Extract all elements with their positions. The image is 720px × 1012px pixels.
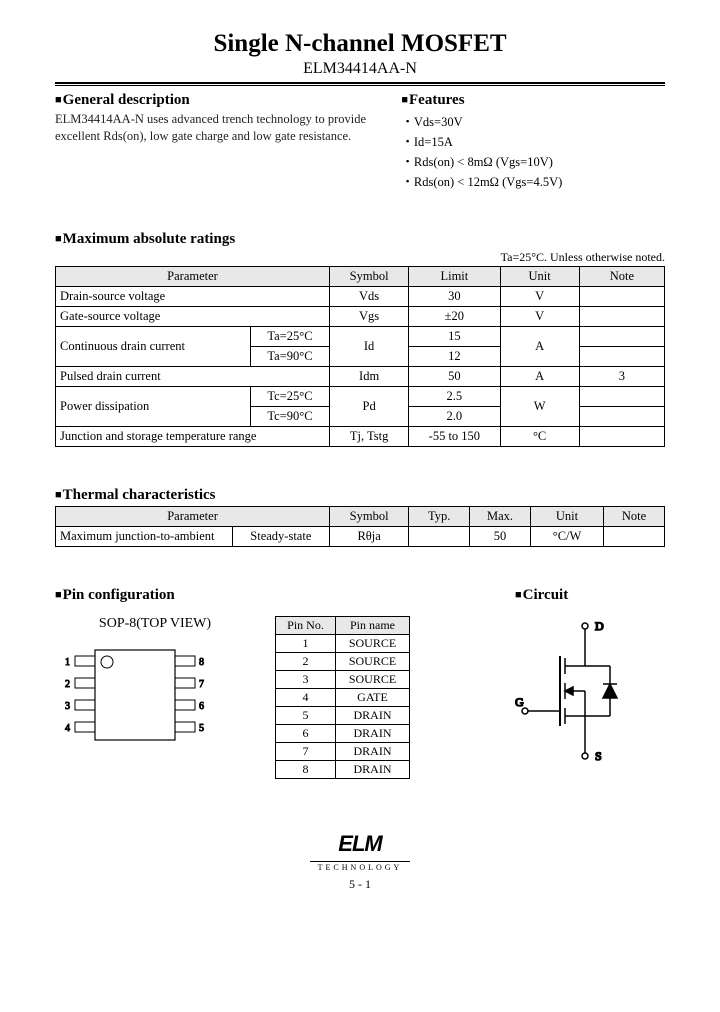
svg-text:1: 1	[65, 657, 70, 668]
intro-columns: General description ELM34414AA-N uses ad…	[55, 92, 665, 191]
general-text: ELM34414AA-N uses advanced trench techno…	[55, 111, 371, 145]
svg-text:6: 6	[199, 701, 204, 712]
table-row: 4GATE	[276, 689, 410, 707]
col-unit: Unit	[500, 267, 579, 287]
max-ratings-note: Ta=25°C. Unless otherwise noted.	[55, 250, 665, 265]
feature-item: Rds(on) < 8mΩ (Vgs=10V)	[401, 151, 665, 170]
table-row: 1SOURCE	[276, 635, 410, 653]
general-heading: General description	[55, 92, 371, 109]
pin-circuit-section: Pin configuration SOP-8(TOP VIEW) 1 2 3	[55, 587, 665, 781]
thermal-section: Thermal characteristics Parameter Symbol…	[55, 487, 665, 547]
thermal-heading: Thermal characteristics	[55, 487, 665, 504]
feature-item: Vds=30V	[401, 111, 665, 130]
col-limit: Limit	[409, 267, 500, 287]
page-footer: ELM TECHNOLOGY 5 - 1	[55, 831, 665, 892]
features-list: Vds=30V Id=15A Rds(on) < 8mΩ (Vgs=10V) R…	[401, 111, 665, 190]
page-number: 5 - 1	[55, 877, 665, 892]
svg-text:S: S	[595, 749, 602, 763]
col-pin-no: Pin No.	[276, 617, 336, 635]
svg-text:8: 8	[199, 657, 204, 668]
col-symbol: Symbol	[330, 507, 409, 527]
svg-text:7: 7	[199, 679, 204, 690]
col-typ: Typ.	[409, 507, 470, 527]
max-ratings-section: Maximum absolute ratings Ta=25°C. Unless…	[55, 231, 665, 447]
svg-text:5: 5	[199, 723, 204, 734]
features-block: Features Vds=30V Id=15A Rds(on) < 8mΩ (V…	[401, 92, 665, 191]
col-symbol: Symbol	[330, 267, 409, 287]
sop8-diagram: SOP-8(TOP VIEW) 1 2 3 4 8 7	[55, 616, 255, 755]
col-max: Max.	[470, 507, 531, 527]
general-description-block: General description ELM34414AA-N uses ad…	[55, 92, 371, 191]
sop8-icon: 1 2 3 4 8 7 6 5	[55, 640, 215, 750]
col-parameter: Parameter	[56, 507, 330, 527]
table-row: 3SOURCE	[276, 671, 410, 689]
svg-text:4: 4	[65, 723, 70, 734]
table-row: 2SOURCE	[276, 653, 410, 671]
col-pin-name: Pin name	[336, 617, 410, 635]
page-title: Single N-channel MOSFET	[55, 30, 665, 58]
circuit-heading: Circuit	[515, 587, 665, 604]
table-header-row: Parameter Symbol Typ. Max. Unit Note	[56, 507, 665, 527]
pin-config-heading: Pin configuration	[55, 587, 445, 604]
table-row: Power dissipation Tc=25°C Pd 2.5 W	[56, 387, 665, 407]
table-row: 5DRAIN	[276, 707, 410, 725]
logo-subtitle: TECHNOLOGY	[310, 861, 411, 872]
pin-table-block: Pin No. Pin name 1SOURCE 2SOURCE 3SOURCE…	[275, 616, 410, 779]
package-label: SOP-8(TOP VIEW)	[55, 616, 255, 632]
mosfet-circuit-icon: D	[515, 616, 635, 776]
svg-text:2: 2	[65, 679, 70, 690]
thermal-table: Parameter Symbol Typ. Max. Unit Note Max…	[55, 506, 665, 547]
feature-item: Rds(on) < 12mΩ (Vgs=4.5V)	[401, 171, 665, 190]
table-row: 7DRAIN	[276, 743, 410, 761]
table-row: Drain-source voltage Vds 30 V	[56, 287, 665, 307]
svg-text:D: D	[595, 619, 604, 633]
col-note: Note	[579, 267, 664, 287]
datasheet-page: Single N-channel MOSFET ELM34414AA-N Gen…	[0, 0, 720, 912]
table-row: Junction and storage temperature range T…	[56, 427, 665, 447]
col-note: Note	[604, 507, 665, 527]
svg-text:G: G	[515, 695, 524, 709]
table-row: Continuous drain current Ta=25°C Id 15 A	[56, 327, 665, 347]
col-parameter: Parameter	[56, 267, 330, 287]
features-heading: Features	[401, 92, 665, 109]
title-rule	[55, 82, 665, 86]
part-number: ELM34414AA-N	[55, 60, 665, 78]
table-row: Gate-source voltage Vgs ±20 V	[56, 307, 665, 327]
circuit-block: Circuit D	[515, 587, 665, 781]
svg-text:3: 3	[65, 701, 70, 712]
table-header-row: Parameter Symbol Limit Unit Note	[56, 267, 665, 287]
table-header-row: Pin No. Pin name	[276, 617, 410, 635]
pin-table: Pin No. Pin name 1SOURCE 2SOURCE 3SOURCE…	[275, 616, 410, 779]
table-row: 8DRAIN	[276, 761, 410, 779]
table-row: 6DRAIN	[276, 725, 410, 743]
max-ratings-table: Parameter Symbol Limit Unit Note Drain-s…	[55, 266, 665, 447]
max-ratings-heading: Maximum absolute ratings	[55, 231, 665, 248]
feature-item: Id=15A	[401, 131, 665, 150]
table-row: Maximum junction-to-ambient Steady-state…	[56, 527, 665, 547]
col-unit: Unit	[530, 507, 603, 527]
table-row: Pulsed drain current Idm 50 A 3	[56, 367, 665, 387]
elm-logo: ELM	[55, 831, 665, 857]
